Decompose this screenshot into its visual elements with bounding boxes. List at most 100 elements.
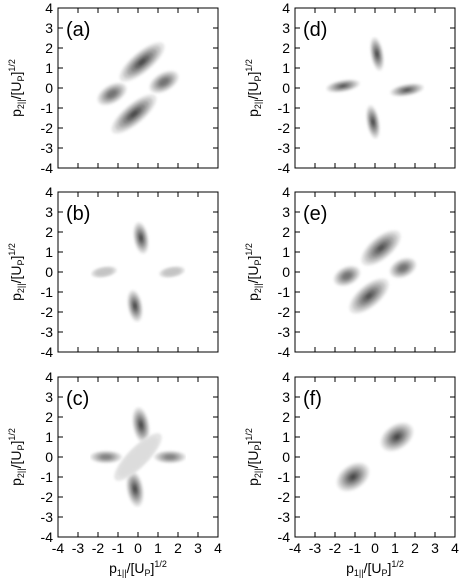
y-axis-label-mid-sub: P <box>253 260 263 266</box>
x-axis-label-end: ] <box>387 560 391 576</box>
y-axis-label-mid: /[U <box>245 451 261 469</box>
axis-ticks: -4 -3 -2 -1 0 1 2 3 4 <box>41 184 219 360</box>
panel-b: (b) -4 -3 -2 -1 0 1 2 3 4 p2||/[UP]1/2 <box>7 184 219 360</box>
density-blobs <box>90 406 186 508</box>
y-tick-label: -4 <box>278 529 291 545</box>
contour-level <box>377 244 385 252</box>
y-axis-label-mid-sub: P <box>16 445 26 451</box>
plot-area <box>295 377 455 537</box>
x-axis-label-end: ] <box>150 560 154 576</box>
contour-level <box>95 267 113 277</box>
y-tick-label: 3 <box>282 20 290 36</box>
contour-level <box>113 432 162 481</box>
x-tick-label: -1 <box>349 540 362 556</box>
axis-ticks: -4 -3 -2 -1 0 1 2 3 4 <box>278 0 456 176</box>
y-tick-label: 4 <box>45 369 53 385</box>
contour-level <box>349 474 356 481</box>
y-tick-label: -4 <box>41 160 54 176</box>
axis-ticks: -4 -3 -2 -1 0 1 2 3 4 <box>41 0 219 176</box>
y-axis-label-end: ] <box>245 441 261 445</box>
x-tick-label: -2 <box>329 540 342 556</box>
y-tick-label: -3 <box>41 509 54 525</box>
contour-level <box>139 422 143 428</box>
x-axis-label-mid-sub: P <box>381 568 387 578</box>
y-tick-label: 2 <box>282 409 290 425</box>
contour-level <box>340 85 346 88</box>
y-axis-label: p2||/[UP]1/2 <box>7 243 26 301</box>
density-blob <box>389 82 424 99</box>
x-tick-label: 0 <box>134 540 142 556</box>
density-blob <box>106 88 162 139</box>
y-axis-label-sup: 1/2 <box>7 59 17 72</box>
plot-area <box>58 192 218 352</box>
panel-label: (d) <box>303 19 327 41</box>
density-blob <box>108 427 167 486</box>
y-tick-label: 0 <box>45 264 53 280</box>
x-tick-label: -1 <box>112 540 125 556</box>
density-blob <box>154 451 186 463</box>
y-tick-label: 0 <box>282 449 290 465</box>
y-axis-label-sub: 2|| <box>16 468 26 478</box>
contour-level <box>137 58 146 67</box>
y-tick-label: 1 <box>282 244 290 260</box>
y-axis-label-mid: /[U <box>245 82 261 100</box>
density-blob <box>368 36 386 72</box>
x-axis-label-mid: /[U <box>364 560 382 576</box>
x-tick-label: -4 <box>52 540 65 556</box>
x-tick-label: 2 <box>411 540 419 556</box>
y-tick-label: -2 <box>41 120 54 136</box>
y-tick-label: -4 <box>41 529 54 545</box>
y-axis-label-sup: 1/2 <box>244 59 254 72</box>
y-axis-label-mid-sub: P <box>253 445 263 451</box>
contour-level <box>165 455 176 459</box>
x-axis-label-sub: 1|| <box>117 568 127 578</box>
density-blobs <box>94 36 183 139</box>
y-tick-label: 2 <box>45 409 53 425</box>
panel-label: (b) <box>66 203 90 225</box>
contour-level <box>106 89 118 100</box>
y-tick-label: -2 <box>278 304 291 320</box>
x-tick-label: 1 <box>154 540 162 556</box>
density-blobs <box>331 224 420 320</box>
x-tick-label: -4 <box>289 540 302 556</box>
x-axis-label-base: p <box>109 560 117 576</box>
density-blob <box>364 104 382 140</box>
y-tick-label: -2 <box>41 304 54 320</box>
y-axis-label-mid: /[U <box>245 266 261 284</box>
y-tick-label: -2 <box>278 489 291 505</box>
x-tick-label: 4 <box>451 540 459 556</box>
y-tick-label: 4 <box>282 184 290 200</box>
x-axis-label-mid: /[U <box>127 560 145 576</box>
density-blob <box>90 265 117 279</box>
panel-label: (f) <box>303 388 322 410</box>
contour-level <box>398 263 409 272</box>
y-tick-label: 3 <box>282 389 290 405</box>
density-blob <box>356 224 407 272</box>
contour-level <box>372 119 375 125</box>
y-tick-label: 1 <box>282 60 290 76</box>
y-tick-label: 0 <box>45 80 53 96</box>
y-tick-label: -3 <box>278 509 291 525</box>
y-axis-label-mid: /[U <box>8 266 24 284</box>
contour-level <box>133 303 136 309</box>
y-tick-label: -3 <box>278 140 291 156</box>
y-tick-label: 1 <box>282 429 290 445</box>
panel-d: (d) -4 -3 -2 -1 0 1 2 3 4 p2||/[UP]1/2 <box>244 0 456 176</box>
y-axis-label-sub: 2|| <box>253 283 263 293</box>
panel-label: (c) <box>66 388 89 410</box>
y-tick-label: 0 <box>282 80 290 96</box>
y-tick-label: 3 <box>282 204 290 220</box>
y-axis-label: p2||/[UP]1/2 <box>244 428 263 486</box>
plot-area <box>58 8 218 168</box>
x-axis-label-sup: 1/2 <box>154 559 167 569</box>
density-blob <box>146 66 183 98</box>
contour-level <box>158 77 170 88</box>
x-tick-label: 4 <box>214 540 222 556</box>
y-tick-label: 3 <box>45 204 53 220</box>
contour-level <box>404 89 410 92</box>
y-axis-label: p2||/[UP]1/2 <box>7 59 26 117</box>
y-tick-label: 0 <box>45 449 53 465</box>
density-blob <box>344 272 395 320</box>
y-tick-label: -3 <box>41 324 54 340</box>
